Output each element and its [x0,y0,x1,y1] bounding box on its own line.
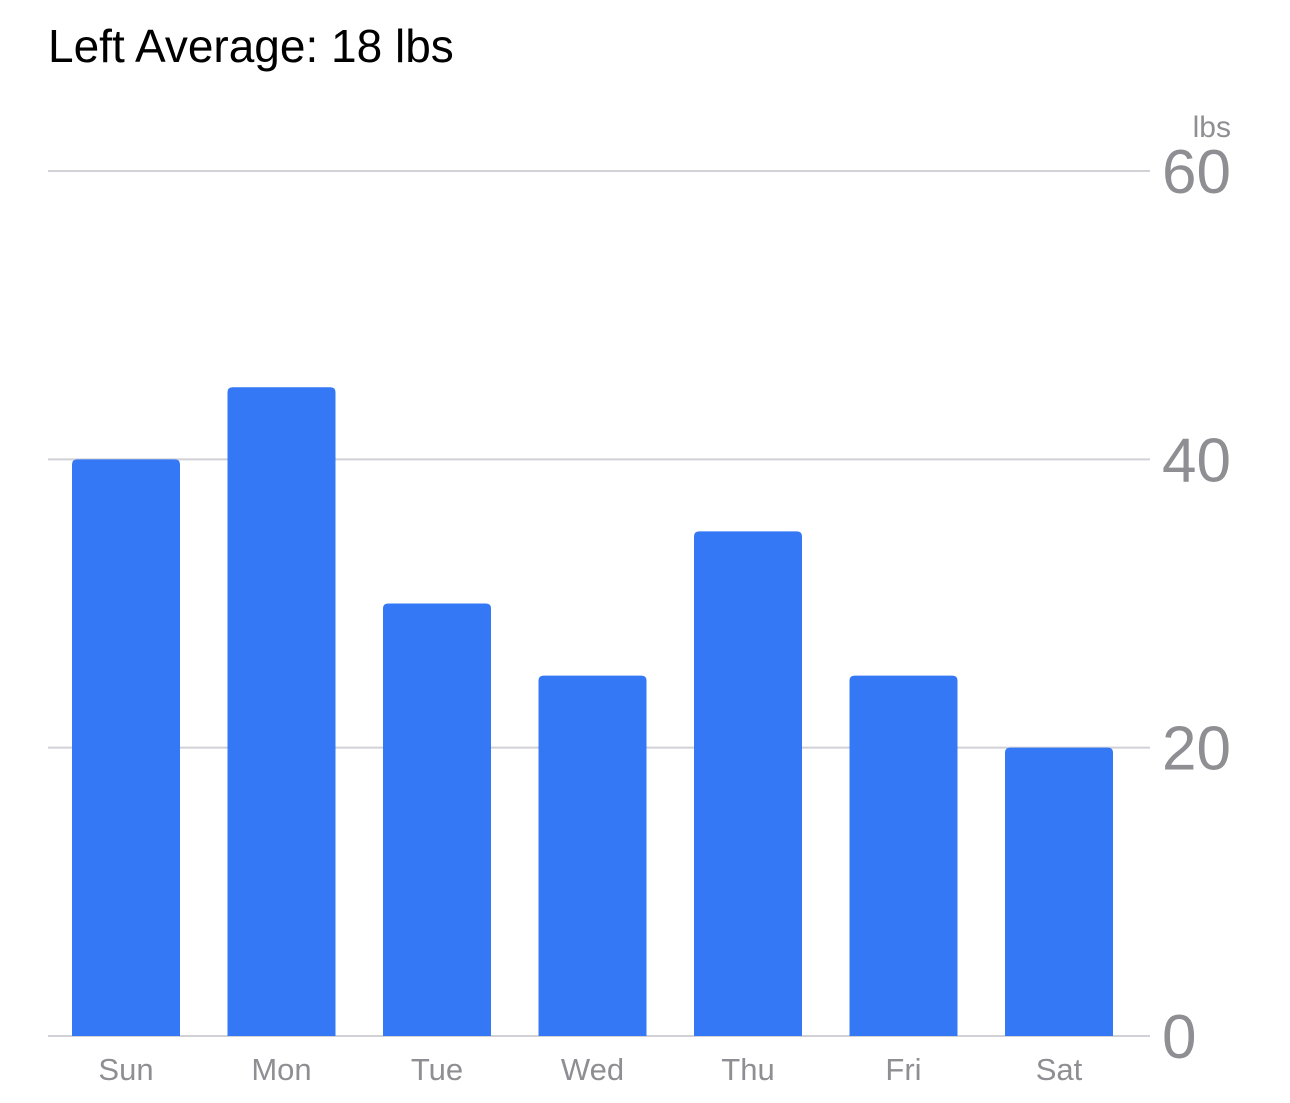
y-tick-label: 0 [1162,1003,1196,1072]
y-axis-ticks: 0 20 40 60 [1162,138,1231,1072]
y-tick-label: 40 [1162,426,1231,495]
bars [72,387,1113,1036]
y-axis-unit-label: lbs [1193,111,1231,144]
x-axis-labels: Sun Mon Tue Wed Thu Fri Sat [98,1052,1082,1087]
y-tick-label: 60 [1162,138,1231,207]
bar-wed[interactable] [538,675,647,1036]
x-tick-label-thu: Thu [721,1052,774,1087]
y-tick-label: 20 [1162,715,1231,784]
x-tick-label-fri: Fri [885,1052,921,1087]
x-tick-label-mon: Mon [251,1052,311,1087]
x-tick-label-tue: Tue [411,1052,463,1087]
x-tick-label-sun: Sun [98,1052,153,1087]
chart-title: Left Average: 18 lbs [48,20,454,72]
bar-tue[interactable] [383,603,491,1037]
x-tick-label-wed: Wed [561,1052,624,1087]
bar-mon[interactable] [227,387,336,1036]
bar-fri[interactable] [849,675,958,1036]
bar-thu[interactable] [694,531,802,1036]
x-tick-label-sat: Sat [1036,1052,1083,1087]
bar-sun[interactable] [72,459,180,1036]
bar-sat[interactable] [1005,747,1113,1036]
